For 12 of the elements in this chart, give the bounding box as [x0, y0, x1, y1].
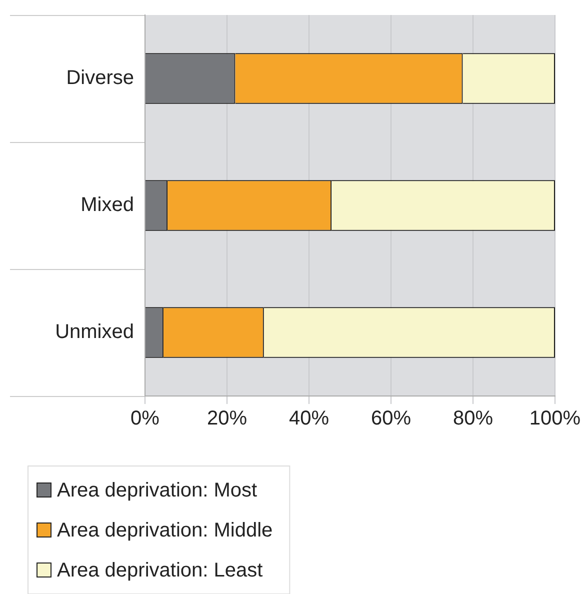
x-tick-label: 20% — [206, 408, 248, 430]
x-tick-label: 40% — [288, 408, 330, 430]
y-tick-label: Diverse — [66, 67, 134, 90]
x-tick-label: 60% — [370, 408, 412, 430]
x-tick-label: 0% — [130, 408, 160, 430]
x-tick-label: 80% — [452, 408, 494, 430]
x-tick-label: 100% — [529, 408, 581, 430]
legend-label: Area deprivation: Most — [57, 480, 258, 502]
y-tick-label: Unmixed — [55, 321, 134, 344]
legend-label: Area deprivation: Middle — [57, 520, 273, 542]
y-tick-label: Mixed — [80, 194, 134, 216]
legend-label: Area deprivation: Least — [57, 560, 264, 582]
